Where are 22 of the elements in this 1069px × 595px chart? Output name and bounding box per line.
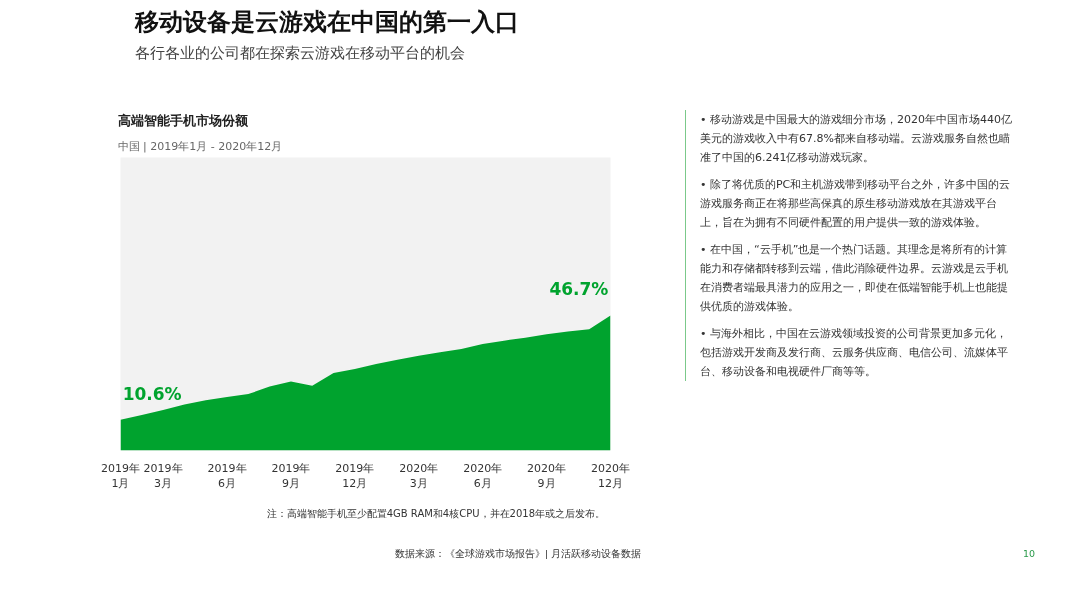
text: • 除了将优质的PC和主机游戏带到移动平台之外，许多中国的云游戏服务商正在将那些高保真的原生移动游戏放在其游戏平台上，旨在为拥有不同硬件配置的用户提供一致的游戏体验。 xyxy=(700,177,1012,231)
x-tick-label: 2019年 3月 xyxy=(143,461,183,491)
data-label: 46.7% xyxy=(549,279,609,300)
chart-subtitle: 中国 | 2019年1月 - 2020年12月 xyxy=(117,139,283,153)
text: • 移动游戏是中国最大的游戏细分市场，2020年中国市场440亿美元的游戏收入中有67.8%都来自移动端。云游戏服务自然也瞄准了中国的6.241亿移动游戏玩家。 xyxy=(700,112,1013,166)
source-note: 数据来源：《全球游戏市场报告》| 月活跃移动设备数据 xyxy=(395,548,642,559)
x-tick-label: 2019年 6月 xyxy=(207,461,247,491)
x-tick-label: 2019年 12月 xyxy=(335,461,375,491)
x-tick-label: 2020年 6月 xyxy=(463,461,503,491)
x-tick-label: 2020年 9月 xyxy=(527,461,567,491)
x-tick-label: 2020年 12月 xyxy=(591,461,630,491)
x-tick-label: 2019年 9月 xyxy=(271,461,311,491)
text: 各行各业的公司都在探索云游戏在移动平台的机会 xyxy=(135,43,466,65)
x-tick-label: 2019年 1月 xyxy=(101,461,140,491)
data-label: 10.6% xyxy=(122,383,182,404)
text: 注：高端智能手机至少配置4GB RAM和4核CPU，并在2018年或之后发布。 xyxy=(265,507,605,521)
text: • 与海外相比，中国在云游戏领域投资的公司背景更加多元化，包括游戏开发商及发行商、云服务供应商、电信公司、流媒体平台、移动设备和电视硬件厂商等等。 xyxy=(700,326,1009,380)
text: 10 xyxy=(1022,547,1035,561)
text: 移动设备是云游戏在中国的第一入口 xyxy=(135,7,519,38)
x-tick-label: 2020年 3月 xyxy=(399,461,439,491)
chart-title: 高端智能手机市场份额 xyxy=(117,112,249,128)
text: • 在中国，“云手机”也是一个热门话题。其理念是将所有的计算能力和存储都转移到云端，借此消除硬件边界。云游戏是云手机在消费者端最具潜力的应用之一，即使在低端智能手机上也能提供优质的游戏体验。 xyxy=(700,242,1009,315)
